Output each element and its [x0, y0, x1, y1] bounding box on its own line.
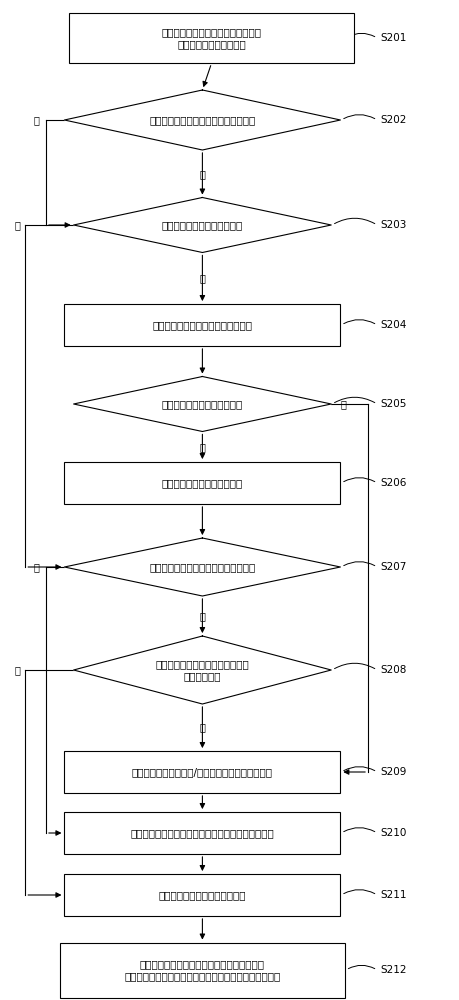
Text: 检测是否接收到指定切换信号: 检测是否接收到指定切换信号 [162, 220, 242, 230]
Polygon shape [73, 376, 330, 432]
Text: 否: 否 [199, 611, 205, 621]
Text: S212: S212 [379, 965, 406, 975]
Text: 判断当前耗材剩余量是否小于第一阈值: 判断当前耗材剩余量是否小于第一阈值 [149, 562, 255, 572]
Text: S211: S211 [379, 890, 406, 900]
FancyBboxPatch shape [64, 812, 340, 854]
FancyBboxPatch shape [64, 304, 340, 346]
Text: 获取成像盒的当前的序列号配置模式: 获取成像盒的当前的序列号配置模式 [152, 320, 252, 330]
Text: 当成像盒接收打印机提供的电能时，
检测指定触点的电压信息: 当成像盒接收打印机提供的电能时， 检测指定触点的电压信息 [161, 27, 261, 49]
Text: 是: 是 [199, 442, 205, 452]
Text: S202: S202 [379, 115, 405, 125]
Polygon shape [73, 636, 330, 704]
Text: 否: 否 [199, 273, 205, 283]
FancyBboxPatch shape [60, 942, 344, 998]
Text: 是: 是 [199, 722, 205, 732]
Text: 将第二序列号复制到第一序列号的存储位置，
以将成像盒的当前序列号由第一序列号切换为第二序列号: 将第二序列号复制到第一序列号的存储位置， 以将成像盒的当前序列号由第一序列号切换… [124, 959, 280, 981]
Polygon shape [64, 90, 340, 150]
Text: 是: 是 [15, 220, 21, 230]
Text: 否: 否 [340, 399, 346, 409]
Text: S205: S205 [379, 399, 405, 409]
FancyBboxPatch shape [64, 462, 340, 504]
Text: 判断当前耗材剩余量是否大于或者
等于第二阈值: 判断当前耗材剩余量是否大于或者 等于第二阈值 [155, 659, 249, 681]
Text: S206: S206 [379, 478, 405, 488]
Text: S204: S204 [379, 320, 405, 330]
Text: 是: 是 [199, 169, 205, 179]
Text: 从指定存储空间获取第二序列号: 从指定存储空间获取第二序列号 [158, 890, 246, 900]
Polygon shape [64, 538, 340, 596]
Text: S207: S207 [379, 562, 405, 572]
Text: S210: S210 [379, 828, 405, 838]
Text: 是: 是 [33, 562, 39, 572]
Text: 维持成像盒的待定模式不变，且维持当前序列号不变: 维持成像盒的待定模式不变，且维持当前序列号不变 [130, 828, 274, 838]
Text: 判断成像盒是否处于待定模式: 判断成像盒是否处于待定模式 [162, 399, 242, 409]
Text: S209: S209 [379, 767, 405, 777]
Text: 否: 否 [15, 665, 21, 675]
Text: 否: 否 [33, 115, 39, 125]
Text: S201: S201 [379, 33, 405, 43]
FancyBboxPatch shape [64, 874, 340, 916]
Text: S208: S208 [379, 665, 405, 675]
FancyBboxPatch shape [64, 751, 340, 793]
Text: 将成像配置为锁定模式/维持成像盒的锁定模式不变: 将成像配置为锁定模式/维持成像盒的锁定模式不变 [132, 767, 272, 777]
FancyBboxPatch shape [69, 13, 353, 63]
Text: 获取成像盒的当前耗材剩余量: 获取成像盒的当前耗材剩余量 [162, 478, 242, 488]
Polygon shape [73, 198, 330, 252]
Text: S203: S203 [379, 220, 405, 230]
Text: 判断该电压信息是否满足第一预设条件: 判断该电压信息是否满足第一预设条件 [149, 115, 255, 125]
